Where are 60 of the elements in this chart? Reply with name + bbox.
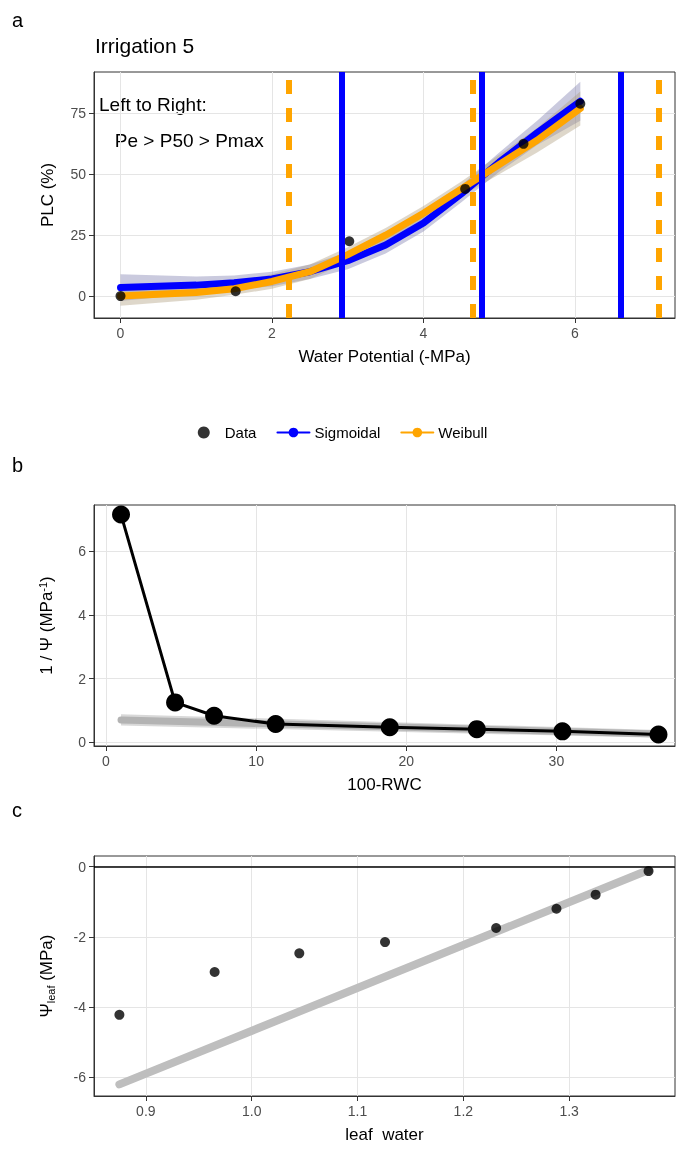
point <box>112 505 131 524</box>
point <box>380 937 391 948</box>
y-tick-label: -2 <box>73 928 87 945</box>
y-tick-label: 50 <box>70 166 87 183</box>
y-tick-label: 0 <box>78 288 87 305</box>
x-tick-label: 0.9 <box>136 1103 156 1119</box>
point <box>166 693 185 712</box>
point <box>551 903 562 914</box>
legend-label: Data <box>224 424 258 441</box>
y-tick-label: 25 <box>70 227 87 244</box>
text: b <box>12 454 24 476</box>
annotation: Left to Right: Pe > P50 > Pmax <box>99 93 265 151</box>
point <box>114 1009 125 1020</box>
point <box>205 706 224 725</box>
x-tick-label: 30 <box>548 753 565 769</box>
x-tick-label: 1.0 <box>241 1103 262 1119</box>
point <box>590 889 601 900</box>
y-axis-title: Ψleaf (MPa) <box>37 934 57 1018</box>
point <box>266 715 285 734</box>
y-tick-label: -6 <box>73 1069 87 1086</box>
point <box>518 138 529 149</box>
point <box>460 183 471 194</box>
y-axis-title: 1 / Ψ (MPa-1) <box>36 576 56 675</box>
x-axis-title: Water Potential (-MPa) <box>298 347 471 366</box>
point <box>115 291 126 302</box>
chart-title: Irrigation 5 <box>95 34 195 57</box>
x-tick-label: 0 <box>102 753 111 769</box>
text: a <box>12 9 24 31</box>
point <box>230 286 241 297</box>
y-axis-title: PLC (%) <box>38 162 57 228</box>
x-axis-title: leaf water <box>345 1125 425 1144</box>
x-tick-label: 20 <box>398 753 415 769</box>
point <box>344 236 355 247</box>
x-tick-label: 1.3 <box>559 1103 580 1119</box>
x-tick-label: 1.2 <box>453 1103 474 1119</box>
point <box>294 948 305 959</box>
y-tick-label: 0 <box>78 734 87 751</box>
legend-label: Sigmoidal <box>314 424 381 441</box>
x-tick-label: 0 <box>116 325 125 341</box>
x-tick-label: 6 <box>571 325 580 341</box>
point <box>467 720 486 739</box>
y-tick-label: 0 <box>78 858 87 875</box>
y-tick-label: 75 <box>70 105 87 122</box>
point <box>209 966 220 977</box>
y-tick-label: 2 <box>78 670 87 687</box>
y-tick-label: 4 <box>78 606 87 623</box>
x-axis-title: 100-RWC <box>347 775 422 794</box>
y-tick-label: -4 <box>73 999 87 1016</box>
x-tick-label: 4 <box>419 325 428 341</box>
point <box>553 722 572 741</box>
point <box>380 718 399 737</box>
x-tick-label: 2 <box>268 325 277 341</box>
y-tick-label: 6 <box>78 543 87 560</box>
text: c <box>12 799 22 821</box>
x-tick-label: 10 <box>248 753 265 769</box>
point <box>491 923 502 934</box>
legend-label: Weibull <box>438 424 488 441</box>
x-tick-label: 1.1 <box>347 1103 368 1119</box>
point <box>649 725 668 744</box>
point <box>575 98 586 109</box>
